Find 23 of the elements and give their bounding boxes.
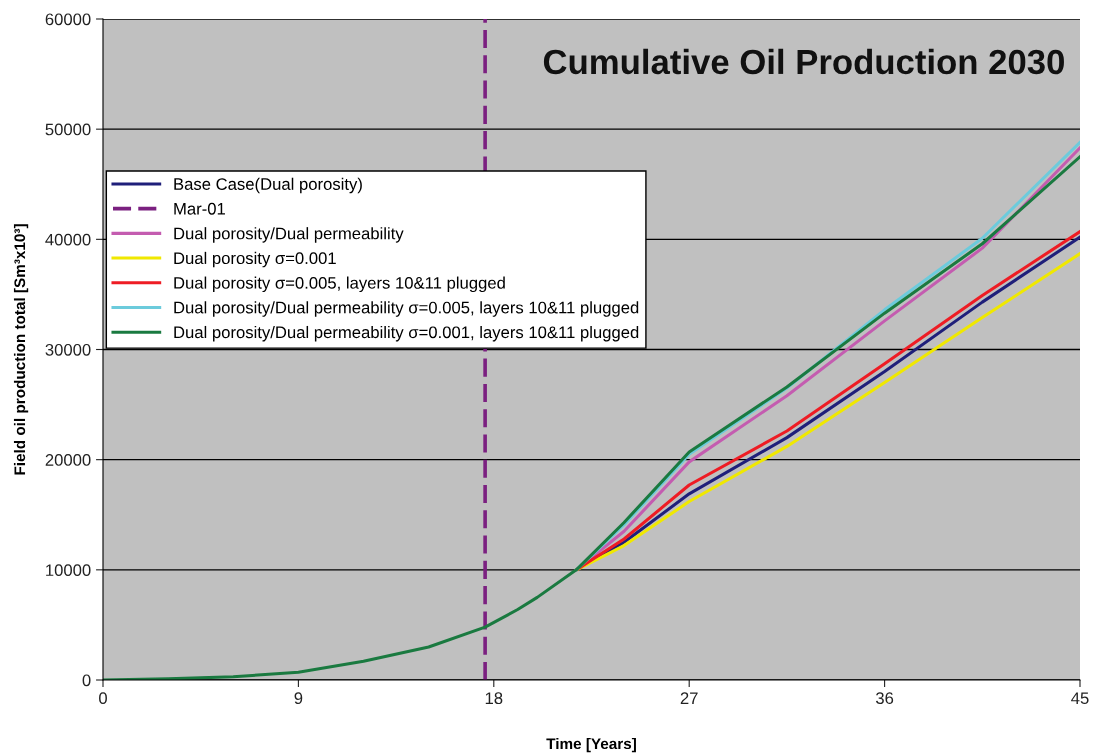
y-tick-label: 50000	[45, 123, 91, 136]
y-tick-label: 60000	[45, 13, 91, 26]
x-tick-label: 27	[680, 692, 698, 704]
x-axis-title: Time [Years]	[546, 737, 636, 753]
y-tick-label: 0	[82, 674, 91, 687]
legend-label: Mar-01	[174, 202, 225, 215]
y-tick-label: 10000	[46, 564, 91, 577]
legend-label: Dual porosity/Dual permeability σ=0.001, layers 10&11 plugged	[174, 325, 639, 342]
y-tick-label: 20000	[45, 454, 91, 466]
y-tick-label: 40000	[45, 233, 91, 246]
legend-label: Dual porosity σ=0.005, layers 10&11 plugged	[174, 276, 505, 293]
legend-label: Dual porosity/Dual permeability	[174, 227, 404, 243]
legend-label: Dual porosity σ=0.001	[174, 251, 336, 268]
x-tick-label: 36	[875, 692, 894, 705]
x-tick-label: 9	[294, 692, 303, 705]
x-tick-label: 18	[485, 692, 503, 705]
x-tick-label: 0	[99, 692, 107, 705]
legend-label: Base Case(Dual porosity)	[174, 177, 362, 194]
y-tick-label: 30000	[45, 343, 91, 356]
y-axis-title: Field oil production total [Sm³x10³]	[13, 224, 29, 475]
legend-label: Dual porosity/Dual permeability σ=0.005, layers 10&11 plugged	[174, 301, 639, 317]
x-tick-label: 45	[1071, 692, 1089, 705]
text: Cumulative Oil Production 2030	[543, 48, 1064, 75]
